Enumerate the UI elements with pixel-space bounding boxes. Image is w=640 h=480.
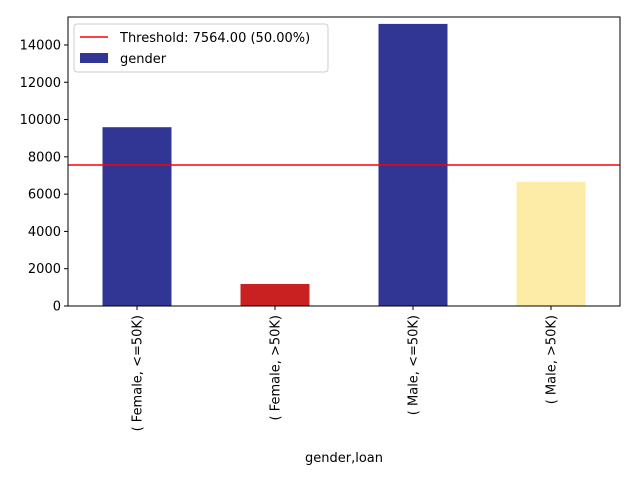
x-tick-label-2: ( Male, <=50K) — [407, 315, 422, 415]
legend-label-1: gender — [120, 52, 167, 67]
legend-swatch-1 — [80, 53, 108, 63]
bar-3 — [516, 181, 586, 306]
y-tick-label-0: 0 — [53, 300, 61, 315]
x-tick-label-1: ( Female, >50K) — [269, 315, 284, 421]
y-axis: 0 2000 4000 6000 8000 10000 12000 14000 — [20, 38, 68, 315]
plot-frame — [67, 16, 621, 307]
x-tick-label-0: ( Female, <=50K) — [131, 315, 146, 431]
legend-label-0: Threshold: 7564.00 (50.00%) — [119, 31, 310, 46]
x-axis: ( Female, <=50K) ( Female, >50K) ( Male, <… — [131, 306, 560, 431]
y-tick-label-3: 6000 — [28, 188, 61, 203]
x-tick-label-3: ( Male, >50K) — [545, 315, 560, 404]
y-tick-label-4: 8000 — [28, 150, 61, 165]
legend: Threshold: 7564.00 (50.00%) gender — [73, 23, 329, 73]
y-tick-label-2: 4000 — [28, 225, 61, 240]
x-axis-title: gender,loan — [305, 451, 383, 466]
y-tick-label-7: 14000 — [20, 38, 61, 53]
y-tick-label-1: 2000 — [28, 262, 61, 277]
legend-box — [73, 23, 329, 73]
y-tick-label-5: 10000 — [20, 113, 61, 128]
y-tick-label-6: 12000 — [20, 76, 61, 91]
bar-1 — [240, 283, 310, 306]
bar-0 — [102, 127, 172, 306]
